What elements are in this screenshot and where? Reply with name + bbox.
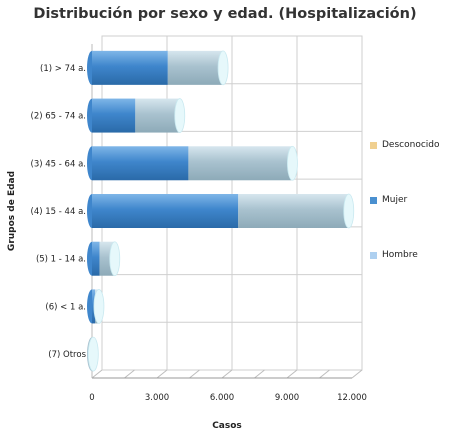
floor-tick [189,369,200,379]
bar-cap-right [174,98,186,133]
bar-mujer [92,241,100,276]
floor-tick [254,369,265,379]
floor-tick [351,369,363,379]
bar-hombre [188,146,293,181]
floor-tick [221,369,233,379]
bar-cap-right [217,50,229,86]
y-tick-label: (6) < 1 a. [45,302,86,312]
x-tick-label: 12.000 [337,393,367,403]
bar-hombre [167,50,224,85]
legend-item: Desconocido [370,140,440,154]
legend-label: Mujer [382,195,408,205]
bar-cap-right [87,336,99,372]
x-axis-title: Casos [212,421,242,431]
x-tick-label: 0 [89,393,94,403]
x-tick-label: 6.000 [210,393,234,403]
y-tick-label: (4) 15 - 44 a. [31,207,86,217]
floor-tick [156,369,168,379]
legend-swatch [370,141,377,149]
bar-mujer [92,50,168,85]
bar-cap-right [109,241,121,277]
bar-cap-right [287,145,298,181]
x-tick-label: 3.000 [145,393,169,403]
legend-item: Mujer [370,195,407,209]
floor-tick [319,369,330,379]
legend-swatch [370,196,377,204]
bar-mujer [92,98,136,133]
floor-tick [91,369,103,379]
y-tick-label: (1) > 74 a. [40,64,86,74]
bar-hombre [135,98,180,133]
bar-mujer [92,194,239,228]
floor-tick [286,369,298,379]
legend-swatch [370,251,377,259]
legend-label: Desconocido [382,140,440,150]
bar-cap-right [343,193,355,229]
legend-item: Hombre [370,250,418,264]
y-tick-label: (5) 1 - 14 a. [36,255,86,265]
x-tick-label: 9.000 [275,393,299,403]
y-tick-label: (7) Otros [48,350,86,360]
y-tick-label: (3) 45 - 64 a. [31,159,86,169]
floor-tick [124,369,135,379]
bar-hombre [238,194,349,228]
bar-mujer [92,146,189,181]
y-axis-title: Grupos de Edad [7,171,17,251]
bar-cap-right [93,289,105,324]
legend-label: Hombre [382,250,418,260]
chart-title: Distribución por sexo y edad. (Hospitali… [33,6,417,22]
y-tick-label: (2) 65 - 74 a. [31,112,86,122]
